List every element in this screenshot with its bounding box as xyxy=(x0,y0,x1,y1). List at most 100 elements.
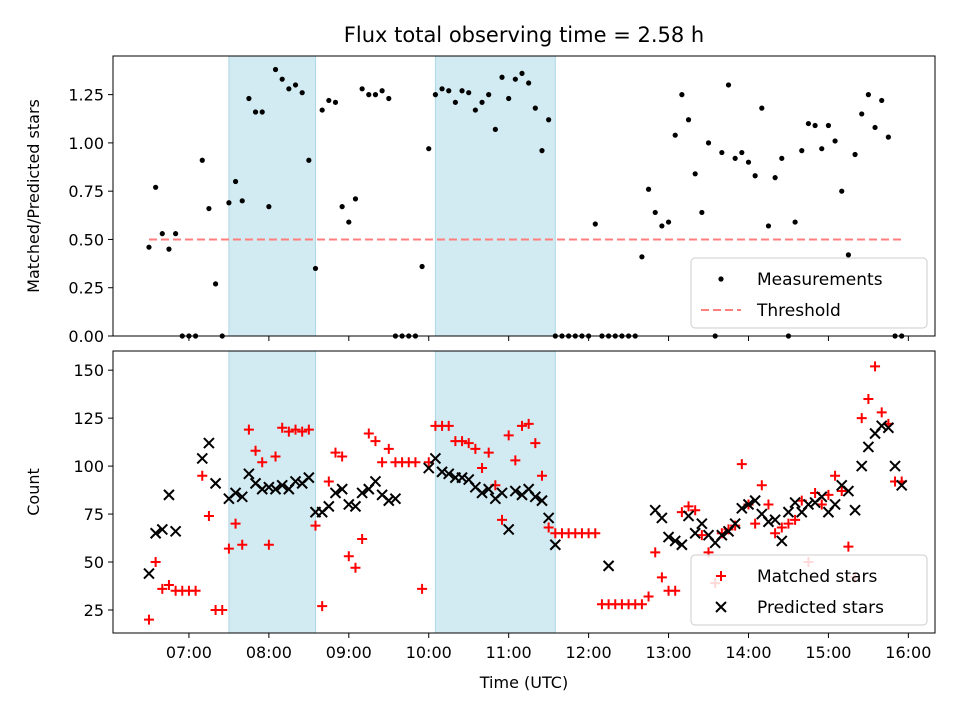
measurement-point xyxy=(719,149,725,156)
legend-marker-predicted xyxy=(715,601,727,613)
measurement-point xyxy=(206,205,212,212)
matched-point xyxy=(150,557,161,568)
measurement-point xyxy=(812,122,818,129)
predicted-point xyxy=(542,512,555,524)
matched-point xyxy=(470,443,481,454)
predicted-point xyxy=(602,560,615,572)
predicted-point xyxy=(343,498,355,511)
predicted-point xyxy=(423,462,435,474)
predicted-point xyxy=(209,477,222,490)
matched-point xyxy=(310,520,321,531)
predicted-point xyxy=(729,517,741,530)
matched-point xyxy=(836,486,847,497)
measurement-point xyxy=(546,117,552,123)
measurement-point xyxy=(732,155,738,161)
matched-point xyxy=(656,572,667,583)
measurement-point xyxy=(645,186,652,192)
x-tick-label: 07:00 xyxy=(166,643,212,662)
predicted-point xyxy=(256,483,268,495)
matched-point xyxy=(723,524,734,535)
x-tick-label: 13:00 xyxy=(645,643,691,662)
matched-point xyxy=(483,447,494,458)
chart-title: Flux total observing time = 2.58 h xyxy=(344,23,704,47)
measurement-point xyxy=(765,223,772,229)
y-tick-label: 0.00 xyxy=(68,327,104,346)
measurement-point xyxy=(446,88,452,94)
measurement-point xyxy=(519,70,525,76)
measurement-point xyxy=(226,200,232,206)
predicted-point xyxy=(782,506,795,518)
observing-span-2 xyxy=(434,55,556,337)
matched-point xyxy=(417,583,428,594)
measurement-point xyxy=(819,146,825,152)
predicted-point xyxy=(842,485,855,497)
measurement-point xyxy=(232,178,239,185)
y-tick-label: 75 xyxy=(84,505,104,524)
measurement-point xyxy=(439,86,445,92)
legend-label: Predicted stars xyxy=(757,598,884,618)
matched-point xyxy=(783,518,794,529)
measurement-point xyxy=(352,196,359,202)
matched-point xyxy=(257,457,268,468)
y-tick-label: 1.25 xyxy=(68,86,104,105)
legend-label: Measurements xyxy=(757,270,883,290)
matched-point xyxy=(223,543,234,554)
y-tick-label: 0.25 xyxy=(68,279,104,298)
predicted-point xyxy=(689,527,701,539)
matched-point xyxy=(343,551,354,562)
matched-point xyxy=(163,580,174,591)
measurement-point xyxy=(359,86,365,92)
measurement-point xyxy=(792,219,798,225)
predicted-point xyxy=(549,539,562,551)
legend-box xyxy=(690,257,928,329)
measurement-point xyxy=(452,99,458,105)
measurement-point xyxy=(332,99,339,105)
predicted-point xyxy=(303,471,315,484)
measurement-point xyxy=(705,140,712,146)
y-axis-label: Matched/Predicted stars xyxy=(24,99,43,293)
predicted-point xyxy=(143,567,155,580)
predicted-point xyxy=(236,491,248,503)
measurement-point xyxy=(592,221,598,227)
legend-marker-matched xyxy=(716,571,726,581)
axes-frame xyxy=(112,55,936,337)
measurement-point xyxy=(299,90,305,96)
predicted-point xyxy=(436,466,448,478)
measurement-point xyxy=(492,126,498,132)
y-tick-label: 100 xyxy=(73,457,104,476)
predicted-point xyxy=(476,487,488,499)
measurement-point xyxy=(312,265,319,272)
measurement-point xyxy=(246,95,252,102)
matched-point xyxy=(237,539,248,550)
legend: Matched stars Predicted stars xyxy=(690,554,928,626)
matched-point xyxy=(517,420,528,431)
predicted-point xyxy=(856,460,868,472)
predicted-point xyxy=(203,437,215,449)
measurement-point xyxy=(279,76,285,82)
measurement-point xyxy=(672,132,678,138)
measurement-point xyxy=(532,105,538,111)
matched-point xyxy=(643,591,654,602)
predicted-point xyxy=(749,494,761,507)
measurement-point xyxy=(699,209,705,216)
matched-point xyxy=(530,438,541,449)
matched-point xyxy=(243,424,254,435)
matched-point xyxy=(776,522,787,533)
observing-span-2 xyxy=(434,350,556,634)
predicted-point xyxy=(163,489,175,501)
legend-label: Matched stars xyxy=(757,567,877,587)
matched-point xyxy=(830,470,841,481)
x-tick-label: 16:00 xyxy=(885,643,931,662)
measurement-point xyxy=(159,231,165,237)
matched-point xyxy=(370,436,381,447)
predicted-point xyxy=(656,512,668,524)
measurement-point xyxy=(419,263,425,270)
measurement-point xyxy=(506,95,512,102)
matched-point xyxy=(870,361,881,372)
predicted-point xyxy=(323,500,335,513)
matched-point xyxy=(290,424,301,435)
predicted-point xyxy=(762,516,775,528)
predicted-point xyxy=(536,494,548,507)
measurement-point xyxy=(539,148,545,154)
